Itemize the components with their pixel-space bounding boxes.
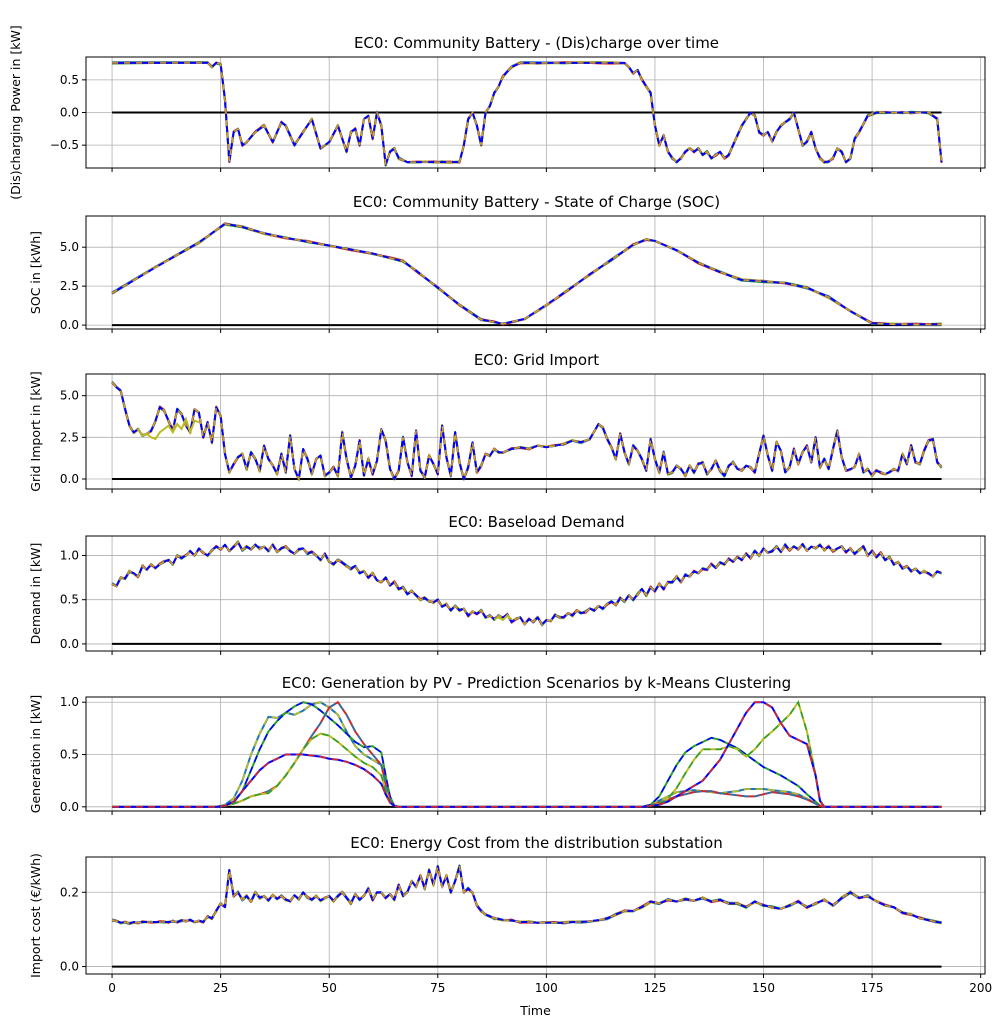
- y-tick-label: 5.0: [60, 389, 79, 403]
- x-tick-label: 0: [108, 981, 116, 995]
- y-axis-label: Demand in [kW]: [28, 543, 43, 645]
- scenario-dash: [111, 222, 942, 326]
- x-tick-label: 175: [861, 981, 884, 995]
- scenario-outlier-line: [137, 416, 200, 441]
- scenario-line: [111, 540, 943, 625]
- scenario-outlier-line: [493, 614, 513, 622]
- y-tick-label: −0.5: [50, 138, 79, 152]
- panel-5: [82, 856, 986, 978]
- panel-title: EC0: Community Battery - (Dis)charge ove…: [354, 34, 719, 52]
- y-tick-label: 0.5: [60, 73, 79, 87]
- scenario-line: [111, 541, 942, 626]
- y-tick-label: 2.5: [60, 430, 79, 444]
- y-axis-label: (Dis)charging Power in [kW]: [8, 25, 23, 199]
- series-group: [111, 380, 943, 482]
- scenario-line: [111, 381, 943, 481]
- plot-frame: [85, 215, 986, 330]
- scenario-dash: [111, 540, 942, 626]
- y-axis-label: Import cost (€/kWh): [28, 853, 43, 978]
- y-tick-label: 0.5: [60, 593, 79, 607]
- scenario-dash: [111, 381, 943, 482]
- x-tick-label: 50: [322, 981, 337, 995]
- y-tick-label: 0.0: [60, 800, 79, 814]
- panel-title: EC0: Generation by PV - Prediction Scena…: [282, 674, 791, 692]
- scenario-line: [112, 61, 943, 166]
- series-group: [111, 540, 943, 645]
- scenario-line: [111, 382, 943, 481]
- scenario-dash: [112, 61, 943, 165]
- y-axis-label: Generation in [kW]: [28, 695, 43, 813]
- scenario-line: [111, 541, 942, 627]
- panel-1: [82, 215, 986, 333]
- scenario-line: [111, 380, 943, 481]
- x-tick-label: 125: [643, 981, 666, 995]
- panel-title: EC0: Energy Cost from the distribution s…: [350, 834, 723, 852]
- pv-scenario-dash: [112, 701, 942, 808]
- scenario-line: [111, 222, 942, 326]
- x-tick-label: 150: [752, 981, 775, 995]
- y-tick-label: 0.0: [60, 960, 79, 974]
- panel-4: [82, 696, 986, 815]
- scenario-line: [111, 540, 942, 626]
- y-tick-label: 1.0: [60, 695, 79, 709]
- panel-2: [82, 373, 986, 493]
- panel-title: EC0: Baseload Demand: [448, 513, 624, 531]
- y-axis-label: SOC in [kWh]: [28, 231, 43, 314]
- y-tick-label: 0.0: [60, 472, 79, 486]
- y-tick-label: 0.0: [60, 318, 79, 332]
- y-tick-label: 5.0: [60, 240, 79, 254]
- x-tick-label: 25: [213, 981, 228, 995]
- plot-frame: [85, 535, 986, 652]
- x-axis-label: Time: [519, 1003, 551, 1018]
- scenario-line: [111, 381, 943, 480]
- panel-title: EC0: Grid Import: [474, 351, 599, 369]
- scenario-line: [111, 866, 942, 925]
- x-tick-label: 100: [535, 981, 558, 995]
- panel-title: EC0: Community Battery - State of Charge…: [353, 193, 720, 211]
- scenario-line: [111, 865, 942, 925]
- series-group: [112, 61, 943, 167]
- y-axis-label: Grid Import in [kW]: [28, 371, 43, 491]
- y-tick-label: 0.2: [60, 885, 79, 899]
- x-tick-label: 200: [969, 981, 992, 995]
- y-tick-label: 0.0: [60, 637, 79, 651]
- plot-frame: [85, 373, 986, 490]
- scenario-line: [111, 381, 943, 481]
- y-tick-label: 0.5: [60, 748, 79, 762]
- scenario-line: [111, 222, 942, 326]
- plot-frame: [85, 856, 986, 975]
- series-group: [111, 222, 942, 327]
- y-tick-label: 0.0: [60, 106, 79, 120]
- scenario-dash: [111, 866, 942, 925]
- panel-0: [82, 56, 986, 172]
- plot-frame: [85, 696, 986, 812]
- scenario-line: [111, 222, 942, 326]
- scenario-line: [111, 541, 942, 626]
- panel-3: [82, 535, 986, 655]
- scenario-line: [111, 223, 942, 326]
- y-tick-label: 2.5: [60, 279, 79, 293]
- scenario-line: [111, 222, 942, 326]
- pv-scenario-dash: [112, 701, 942, 808]
- series-group: [112, 699, 942, 808]
- pv-scenario-dash: [112, 701, 942, 808]
- series-group: [111, 864, 942, 968]
- x-tick-label: 75: [430, 981, 445, 995]
- y-tick-label: 1.0: [60, 548, 79, 562]
